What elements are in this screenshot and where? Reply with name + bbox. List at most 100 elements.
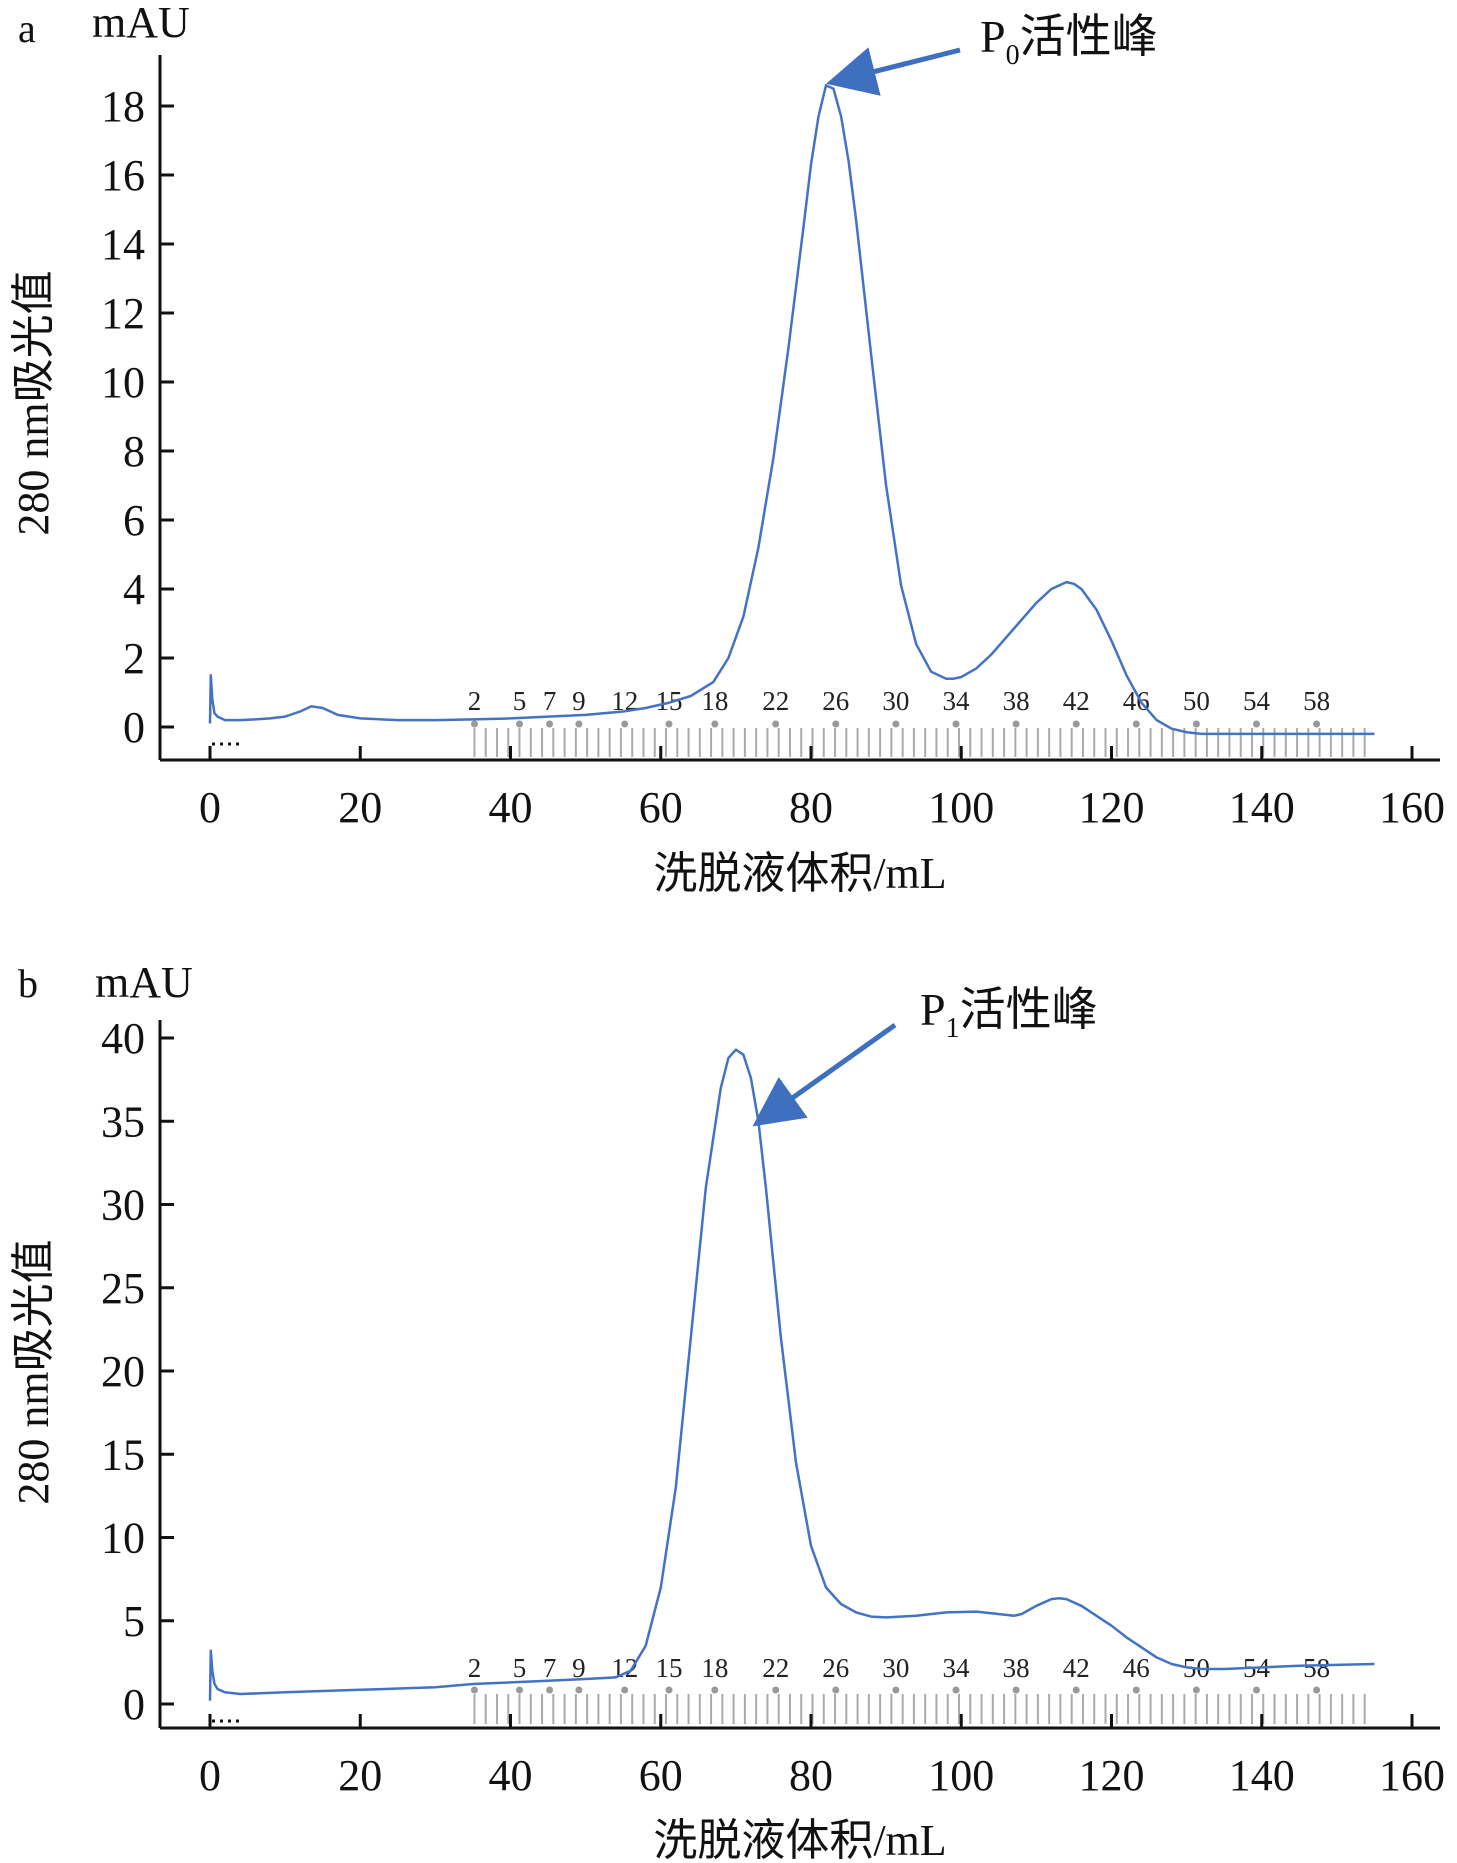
fraction-marker-dot	[621, 1686, 629, 1694]
fraction-label: 38	[1003, 1653, 1030, 1683]
x-tick-label: 60	[639, 783, 683, 832]
fraction-label: 22	[762, 686, 789, 716]
fraction-label: 7	[543, 1653, 557, 1683]
fraction-label: 15	[656, 1653, 683, 1683]
y-tick-label: 10	[101, 358, 145, 407]
peak-annotation-suffix: 活性峰	[960, 984, 1098, 1035]
x-tick-label: 140	[1229, 1751, 1295, 1800]
y-tick-label: 35	[101, 1097, 145, 1146]
x-tick-label: 40	[489, 1751, 533, 1800]
fraction-label: 22	[762, 1653, 789, 1683]
fraction-label: 38	[1003, 686, 1030, 716]
fraction-label: 5	[513, 1653, 527, 1683]
y-tick-label: 25	[101, 1264, 145, 1313]
fraction-label: 7	[543, 686, 557, 716]
y-unit-label: mAU	[95, 958, 193, 1007]
fraction-label: 18	[701, 686, 728, 716]
x-tick-label: 120	[1079, 783, 1145, 832]
fraction-marker-dot	[665, 1686, 673, 1694]
fraction-label: 54	[1243, 686, 1271, 716]
fraction-marker-dot	[892, 720, 900, 728]
panel-label: b	[18, 961, 38, 1006]
fraction-label: 34	[942, 1653, 970, 1683]
fraction-marker-dot	[1313, 720, 1321, 728]
fraction-label: 46	[1123, 1653, 1150, 1683]
fraction-label: 30	[882, 1653, 909, 1683]
uv-trace-line	[208, 1048, 1375, 1701]
y-tick-label: 4	[123, 565, 145, 614]
fraction-marker-dot	[1012, 720, 1020, 728]
fraction-marker-dot	[1132, 720, 1140, 728]
fraction-label: 30	[882, 686, 909, 716]
x-tick-label: 20	[338, 783, 382, 832]
fraction-marker-dot	[772, 720, 780, 728]
fraction-label: 2	[468, 686, 482, 716]
fraction-marker-dot	[832, 720, 840, 728]
x-tick-label: 20	[338, 1751, 382, 1800]
fraction-marker-dot	[1252, 1686, 1260, 1694]
y-tick-label: 40	[101, 1014, 145, 1063]
fraction-marker-dot	[1192, 1686, 1200, 1694]
fraction-label: 58	[1303, 686, 1330, 716]
y-tick-label: 14	[101, 220, 145, 269]
fraction-label: 9	[572, 1653, 586, 1683]
uv-trace-line	[208, 84, 1375, 736]
x-tick-label: 160	[1379, 1751, 1445, 1800]
fraction-marker-dot	[546, 1686, 554, 1694]
fraction-marker-dot	[575, 720, 583, 728]
fraction-marker-dot	[621, 720, 629, 728]
fraction-marker-dot	[470, 1686, 478, 1694]
fraction-marker-dot	[1192, 720, 1200, 728]
fraction-marker-dot	[665, 720, 673, 728]
y-unit-label: mAU	[92, 0, 190, 47]
y-tick-label: 0	[123, 1680, 145, 1729]
x-tick-label: 80	[789, 1751, 833, 1800]
fraction-label: 18	[701, 1653, 728, 1683]
peak-annotation-arrow	[826, 47, 961, 96]
fraction-marker-dot	[892, 1686, 900, 1694]
y-tick-label: 2	[123, 634, 145, 683]
peak-annotation-main: P	[980, 11, 1006, 62]
y-tick-label: 5	[123, 1597, 145, 1646]
fraction-label: 9	[572, 686, 586, 716]
fraction-marker-dot	[1252, 720, 1260, 728]
fraction-marker-dot	[952, 720, 960, 728]
fraction-marker-dot	[952, 1686, 960, 1694]
fraction-marker-dot	[1132, 1686, 1140, 1694]
fraction-marks	[470, 720, 1366, 757]
fraction-marker-dot	[832, 1686, 840, 1694]
y-tick-label: 15	[101, 1430, 145, 1479]
fraction-label: 26	[822, 1653, 849, 1683]
fraction-label: 42	[1063, 686, 1090, 716]
fraction-marker-dot	[470, 720, 478, 728]
fraction-marker-dot	[575, 1686, 583, 1694]
y-tick-label: 12	[101, 289, 145, 338]
peak-annotation-arrow	[752, 1022, 897, 1127]
fraction-label: 46	[1123, 686, 1150, 716]
y-tick-label: 0	[123, 703, 145, 752]
fraction-marker-dot	[1012, 1686, 1020, 1694]
x-tick-label: 0	[199, 783, 221, 832]
fraction-label: 42	[1063, 1653, 1090, 1683]
y-tick-label: 8	[123, 427, 145, 476]
peak-annotation-subscript: 1	[946, 1013, 960, 1044]
y-axis-title: 280 nm吸光值	[9, 270, 58, 535]
fraction-marker-dot	[516, 720, 524, 728]
fraction-label: 58	[1303, 1653, 1330, 1683]
fraction-marker-dot	[1072, 1686, 1080, 1694]
peak-annotation-suffix: 活性峰	[1020, 11, 1158, 62]
fraction-label: 50	[1183, 686, 1210, 716]
peak-annotation-subscript: 0	[1006, 40, 1020, 71]
fraction-label: 34	[942, 686, 970, 716]
fraction-marker-dot	[516, 1686, 524, 1694]
x-tick-label: 120	[1079, 1751, 1145, 1800]
panel-label: a	[18, 6, 36, 51]
fraction-marker-dot	[1313, 1686, 1321, 1694]
x-tick-label: 100	[928, 783, 994, 832]
y-tick-label: 16	[101, 151, 145, 200]
fraction-label: 26	[822, 686, 849, 716]
y-axis-title: 280 nm吸光值	[9, 1239, 58, 1504]
